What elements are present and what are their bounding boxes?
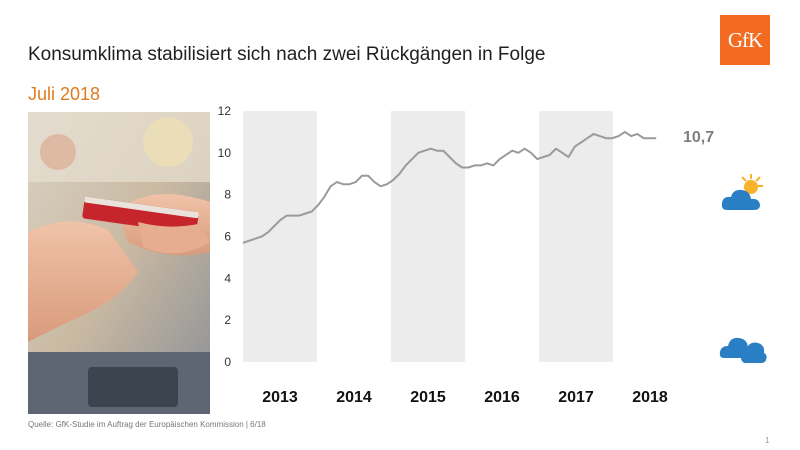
period-subtitle: Juli 2018 (28, 84, 101, 104)
year-label: 2013 (262, 389, 298, 406)
page-title: Konsumklima stabilisiert sich nach zwei … (28, 44, 546, 65)
y-tick-label: 12 (218, 104, 232, 118)
source-note: Quelle: GfK-Studie im Auftrag der Europä… (28, 420, 266, 429)
clouds-icon (719, 328, 769, 368)
year-label: 2017 (558, 389, 594, 406)
year-label: 2018 (632, 389, 668, 406)
year-label: 2015 (410, 389, 446, 406)
y-tick-label: 0 (224, 355, 231, 369)
y-tick-label: 8 (224, 188, 231, 202)
consumer-climate-line (242, 130, 657, 244)
y-tick-label: 10 (218, 146, 232, 160)
y-tick-label: 2 (224, 313, 231, 327)
year-label: 2016 (484, 389, 520, 406)
consumer-climate-chart: 0 2 4 6 8 10 12 2013 2014 2015 2016 2017 2018 (210, 100, 720, 420)
sun-cloud-icon (719, 172, 769, 216)
y-tick-label: 6 (224, 230, 231, 244)
y-tick-label: 4 (224, 271, 231, 285)
year-label: 2014 (336, 389, 372, 406)
credit-card-photo (28, 112, 210, 414)
gfk-logo: GfK (720, 15, 770, 65)
year-band (391, 111, 465, 362)
page-number: 1 (765, 436, 770, 445)
year-band (243, 111, 317, 362)
last-value-label: 10,7 (683, 129, 715, 146)
year-band (539, 111, 613, 362)
